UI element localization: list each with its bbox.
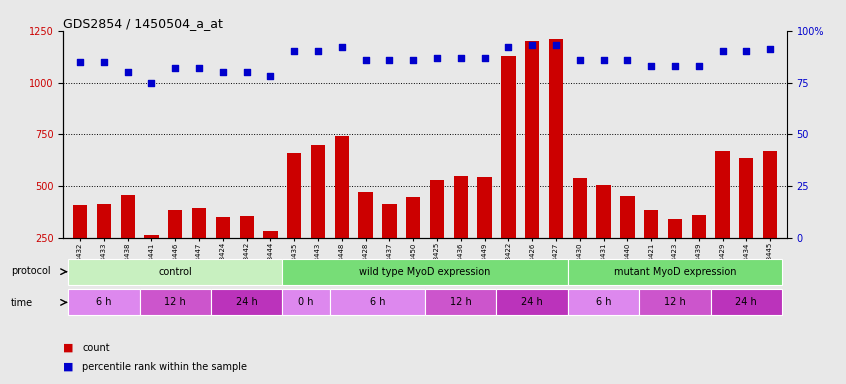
Point bbox=[525, 42, 539, 48]
Text: 24 h: 24 h bbox=[735, 297, 757, 308]
Point bbox=[502, 44, 515, 50]
Point bbox=[121, 69, 135, 75]
Text: ■: ■ bbox=[63, 343, 74, 353]
Bar bbox=[620, 195, 634, 290]
Bar bbox=[69, 290, 140, 315]
Bar bbox=[525, 41, 539, 290]
Point bbox=[573, 57, 586, 63]
Bar bbox=[335, 136, 349, 290]
Point bbox=[311, 48, 325, 55]
Bar bbox=[283, 259, 568, 285]
Bar bbox=[168, 210, 183, 290]
Point bbox=[382, 57, 396, 63]
Point bbox=[216, 69, 229, 75]
Bar bbox=[287, 153, 301, 290]
Bar bbox=[211, 290, 283, 315]
Point bbox=[716, 48, 729, 55]
Bar bbox=[310, 145, 325, 290]
Bar bbox=[120, 195, 135, 290]
Text: 6 h: 6 h bbox=[370, 297, 385, 308]
Text: 12 h: 12 h bbox=[164, 297, 186, 308]
Text: 24 h: 24 h bbox=[521, 297, 543, 308]
Bar bbox=[568, 259, 782, 285]
Bar bbox=[667, 219, 682, 290]
Bar bbox=[573, 178, 587, 290]
Bar bbox=[192, 208, 206, 290]
Text: 12 h: 12 h bbox=[664, 297, 686, 308]
Text: mutant MyoD expression: mutant MyoD expression bbox=[613, 266, 736, 277]
Point bbox=[692, 63, 706, 69]
Text: protocol: protocol bbox=[11, 266, 51, 276]
Text: percentile rank within the sample: percentile rank within the sample bbox=[82, 362, 247, 372]
Bar bbox=[330, 290, 425, 315]
Bar bbox=[640, 290, 711, 315]
Bar bbox=[145, 235, 158, 290]
Text: control: control bbox=[158, 266, 192, 277]
Bar bbox=[596, 185, 611, 290]
Point bbox=[739, 48, 753, 55]
Bar bbox=[425, 290, 497, 315]
Bar bbox=[739, 158, 754, 290]
Bar bbox=[711, 290, 782, 315]
Point bbox=[145, 79, 158, 86]
Point bbox=[240, 69, 254, 75]
Bar bbox=[453, 176, 468, 290]
Text: 0 h: 0 h bbox=[299, 297, 314, 308]
Bar bbox=[644, 210, 658, 290]
Point bbox=[549, 42, 563, 48]
Point bbox=[406, 57, 420, 63]
Bar bbox=[691, 215, 706, 290]
Bar bbox=[96, 204, 111, 290]
Bar bbox=[763, 151, 777, 290]
Point bbox=[192, 65, 206, 71]
Point bbox=[97, 59, 111, 65]
Point bbox=[478, 55, 492, 61]
Bar bbox=[73, 205, 87, 290]
Bar bbox=[263, 231, 277, 290]
Text: time: time bbox=[11, 298, 33, 308]
Text: 6 h: 6 h bbox=[596, 297, 612, 308]
Bar bbox=[549, 39, 563, 290]
Bar bbox=[477, 177, 492, 290]
Bar bbox=[716, 151, 729, 290]
Text: 6 h: 6 h bbox=[96, 297, 112, 308]
Point bbox=[431, 55, 444, 61]
Point bbox=[335, 44, 349, 50]
Bar bbox=[497, 290, 568, 315]
Text: wild type MyoD expression: wild type MyoD expression bbox=[360, 266, 491, 277]
Bar bbox=[216, 217, 230, 290]
Point bbox=[454, 55, 468, 61]
Text: GDS2854 / 1450504_a_at: GDS2854 / 1450504_a_at bbox=[63, 17, 223, 30]
Point bbox=[74, 59, 87, 65]
Text: 24 h: 24 h bbox=[236, 297, 257, 308]
Bar bbox=[140, 290, 211, 315]
Point bbox=[621, 57, 634, 63]
Bar bbox=[382, 204, 397, 290]
Point bbox=[596, 57, 610, 63]
Bar bbox=[359, 192, 373, 290]
Point bbox=[668, 63, 682, 69]
Text: count: count bbox=[82, 343, 110, 353]
Bar bbox=[283, 290, 330, 315]
Bar bbox=[69, 259, 283, 285]
Bar bbox=[430, 180, 444, 290]
Bar bbox=[239, 216, 254, 290]
Bar bbox=[501, 56, 515, 290]
Point bbox=[359, 57, 372, 63]
Bar bbox=[568, 290, 640, 315]
Bar bbox=[406, 197, 420, 290]
Point bbox=[264, 73, 277, 79]
Point bbox=[288, 48, 301, 55]
Text: ■: ■ bbox=[63, 362, 74, 372]
Point bbox=[763, 46, 777, 53]
Point bbox=[645, 63, 658, 69]
Text: 12 h: 12 h bbox=[450, 297, 472, 308]
Point bbox=[168, 65, 182, 71]
